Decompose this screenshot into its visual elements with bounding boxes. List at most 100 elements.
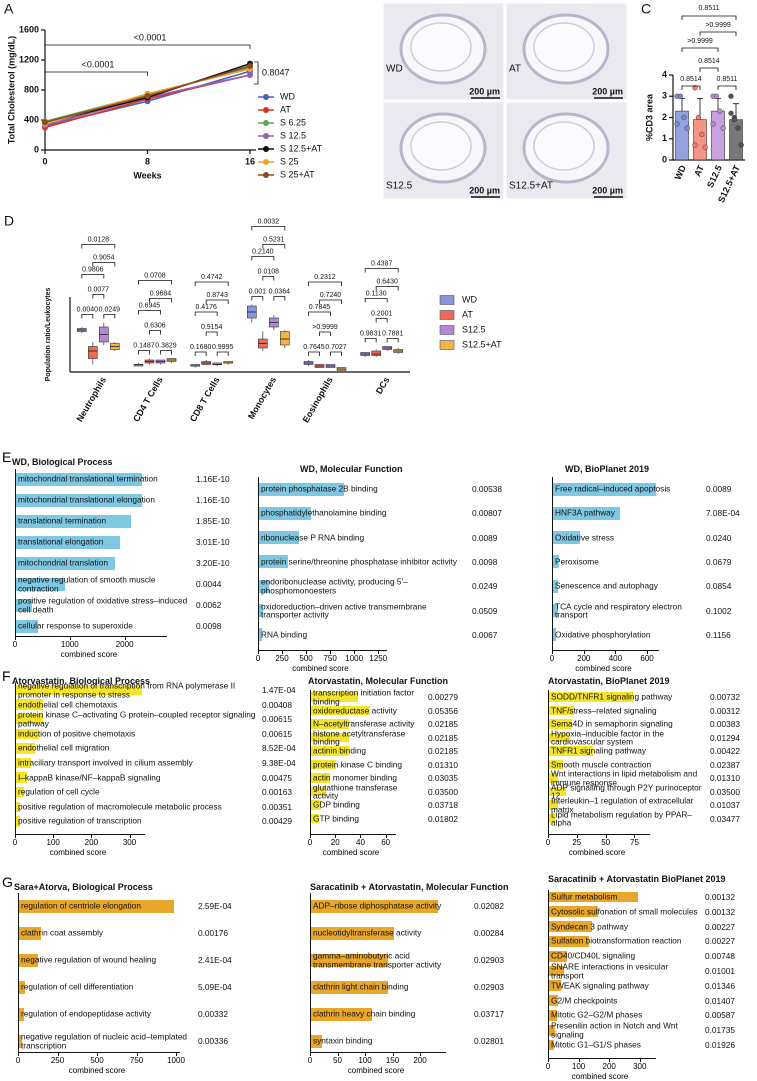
bar bbox=[311, 692, 358, 702]
bar-label: histone acetyltransferase binding bbox=[313, 727, 406, 747]
p-value: 0.01346 bbox=[705, 980, 735, 991]
x-tick bbox=[337, 1052, 339, 1056]
bar-label: endothelial cell chemotaxis bbox=[18, 699, 118, 710]
bracket bbox=[717, 85, 737, 90]
bar-label: Mitotic G1–G1/S phases bbox=[551, 1039, 641, 1050]
p-value: 0.00732 bbox=[710, 692, 740, 702]
bar-label: ribonuclease P RNA binding bbox=[261, 532, 365, 543]
p-value: 0.03477 bbox=[710, 813, 740, 824]
p-value: 0.00132 bbox=[705, 892, 735, 902]
x-tick bbox=[282, 650, 284, 654]
annotation: 0.9154 bbox=[201, 324, 223, 331]
annotation: 0.9831 bbox=[360, 330, 382, 337]
legend-marker bbox=[263, 94, 269, 100]
annotation: 0.0040 bbox=[77, 306, 99, 313]
bar bbox=[549, 719, 573, 729]
bracket bbox=[81, 244, 116, 249]
bracket bbox=[160, 350, 172, 355]
x-tick bbox=[378, 650, 380, 654]
bracket bbox=[81, 274, 105, 279]
p-value: 1.16E-10 bbox=[196, 495, 230, 505]
chart-title: Saracatinib + Atorvastatin, Molecular Fu… bbox=[310, 882, 509, 892]
y-tick-label: 400 bbox=[24, 114, 39, 124]
bar-label: positive regulation of macromolecule met… bbox=[18, 801, 222, 812]
bracket bbox=[699, 31, 737, 36]
x-tick-label: 0 bbox=[12, 838, 18, 847]
annotation: 0.6430 bbox=[376, 278, 398, 285]
bracket bbox=[44, 71, 148, 76]
chart-title: WD, Molecular Function bbox=[300, 464, 403, 474]
bar bbox=[549, 746, 593, 756]
y-tick-label: 800 bbox=[24, 84, 39, 94]
bar bbox=[19, 980, 26, 994]
bracket bbox=[364, 338, 377, 343]
annotation: 0.7240 bbox=[320, 292, 342, 299]
point bbox=[717, 108, 723, 114]
bar bbox=[311, 1007, 372, 1021]
x-tick-label: Eosinophils bbox=[301, 375, 335, 424]
p-value: 0.00227 bbox=[705, 921, 735, 932]
legend-swatch bbox=[439, 340, 455, 350]
x-tick bbox=[583, 650, 585, 654]
bracket bbox=[364, 298, 388, 303]
x-tick-label: 0 bbox=[545, 1062, 551, 1071]
x-tick bbox=[615, 650, 617, 654]
x-tick-label: 20 bbox=[330, 838, 340, 847]
annotation: 0.0128 bbox=[88, 236, 110, 243]
bar bbox=[259, 531, 300, 545]
x-tick bbox=[129, 834, 131, 838]
p-value: 0.0089 bbox=[472, 532, 498, 543]
x-tick bbox=[15, 636, 16, 640]
bar-label: mitochondrial translation bbox=[18, 557, 108, 568]
point bbox=[692, 85, 698, 91]
annotation: 0.6945 bbox=[139, 302, 161, 309]
bracket bbox=[103, 314, 116, 319]
bar-label: endoribonuclease activity, producing 5'–… bbox=[261, 576, 408, 596]
y-axis-label: %CD3 area bbox=[644, 93, 654, 141]
x-tick-label: 150 bbox=[385, 1056, 400, 1065]
x-tick bbox=[360, 834, 362, 838]
bar bbox=[549, 773, 559, 783]
box bbox=[371, 350, 381, 356]
panel-label: E bbox=[2, 449, 12, 465]
x-tick-label: 75 bbox=[630, 838, 639, 847]
x-tick-label: 0 bbox=[549, 654, 555, 663]
bar bbox=[16, 816, 20, 827]
p-value: 0.1002 bbox=[706, 605, 732, 616]
chart-title: WD, Biological Process bbox=[12, 457, 113, 467]
bar bbox=[729, 119, 743, 161]
bracket bbox=[251, 226, 286, 231]
p-value: 0.00351 bbox=[262, 801, 292, 812]
point bbox=[720, 125, 726, 131]
p-value: 0.00538 bbox=[472, 484, 502, 494]
y-tick-label: 0 bbox=[34, 144, 39, 154]
bar-label: mitochondrial translational termination bbox=[18, 473, 158, 484]
x-tick bbox=[310, 1052, 311, 1056]
annotation: 0.0708 bbox=[144, 272, 166, 279]
bar bbox=[549, 786, 567, 797]
annotation: 0.8514 bbox=[680, 76, 702, 83]
bar bbox=[16, 514, 132, 528]
bar bbox=[259, 579, 269, 593]
x-tick-label: 250 bbox=[275, 654, 289, 663]
p-value: 0.02903 bbox=[474, 955, 504, 965]
p-value: 0.0240 bbox=[706, 532, 732, 543]
y-axis bbox=[552, 476, 553, 650]
x-tick bbox=[647, 650, 649, 654]
bar bbox=[19, 1034, 23, 1048]
x-tick-label: 0 bbox=[307, 838, 313, 847]
bar bbox=[16, 684, 142, 696]
x-tick bbox=[53, 834, 55, 838]
scale-bar-label: 200 µm bbox=[469, 86, 500, 96]
y-tick-label: 1200 bbox=[19, 54, 39, 64]
y-axis bbox=[310, 690, 311, 834]
p-value: 0.01735 bbox=[705, 1025, 735, 1036]
bracket bbox=[216, 351, 229, 356]
bracket bbox=[149, 298, 172, 303]
bar bbox=[311, 719, 349, 729]
bar-label: Oxidative phosphorylation bbox=[555, 629, 651, 640]
bar-label: Oxidative stress bbox=[555, 532, 615, 543]
bar-label: syntaxin binding bbox=[313, 1035, 373, 1046]
annotation: 0.0077 bbox=[88, 286, 110, 293]
bar bbox=[16, 713, 43, 725]
